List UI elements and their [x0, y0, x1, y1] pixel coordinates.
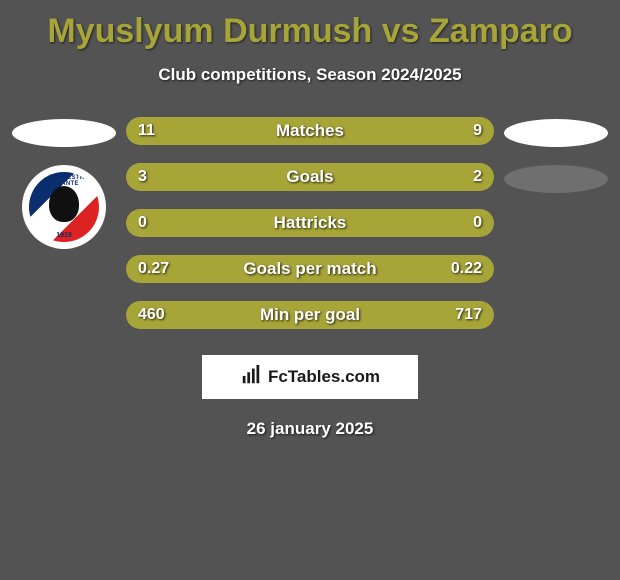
bar-left-fill — [126, 209, 310, 237]
bar-right-fill — [328, 117, 494, 145]
stat-right-value: 2 — [473, 163, 482, 191]
stat-left-value: 11 — [138, 117, 155, 145]
subtitle: Club competitions, Season 2024/2025 — [0, 65, 620, 85]
comparison-card: Myuslyum Durmush vs Zamparo Club competi… — [0, 0, 620, 580]
stat-bars: 11 Matches 9 3 Goals 2 0 Hattricks 0 — [120, 117, 500, 329]
bar-right-fill — [310, 209, 494, 237]
stat-row-hattricks: 0 Hattricks 0 — [126, 209, 494, 237]
stat-row-gpm: 0.27 Goals per match 0.22 — [126, 255, 494, 283]
left-side: U.S.D. SESTRI LEVANTE 1919 — [8, 117, 120, 249]
stat-left-value: 460 — [138, 301, 165, 329]
bar-chart-icon — [240, 364, 262, 391]
stat-right-value: 0 — [473, 209, 482, 237]
bar-left-fill — [126, 117, 328, 145]
left-club-badge: U.S.D. SESTRI LEVANTE 1919 — [22, 165, 106, 249]
right-team-ellipse-2 — [504, 165, 608, 193]
stat-right-value: 717 — [455, 301, 482, 329]
badge-year: 1919 — [29, 232, 99, 239]
stat-left-value: 0.27 — [138, 255, 169, 283]
stat-row-matches: 11 Matches 9 — [126, 117, 494, 145]
date-text: 26 january 2025 — [0, 419, 620, 439]
badge-silhouette — [49, 186, 79, 222]
stat-left-value: 3 — [138, 163, 147, 191]
badge-inner: U.S.D. SESTRI LEVANTE 1919 — [29, 172, 99, 242]
badge-top-text: U.S.D. SESTRI LEVANTE — [29, 175, 99, 187]
stat-right-value: 9 — [473, 117, 482, 145]
left-team-ellipse — [12, 119, 116, 147]
stat-left-value: 0 — [138, 209, 147, 237]
content-row: U.S.D. SESTRI LEVANTE 1919 11 Matches 9 … — [0, 117, 620, 329]
brand-box: FcTables.com — [202, 355, 418, 399]
bar-right-fill — [347, 163, 494, 191]
right-team-ellipse-1 — [504, 119, 608, 147]
stat-right-value: 0.22 — [451, 255, 482, 283]
page-title: Myuslyum Durmush vs Zamparo — [0, 12, 620, 51]
stat-row-mpg: 460 Min per goal 717 — [126, 301, 494, 329]
stat-row-goals: 3 Goals 2 — [126, 163, 494, 191]
right-side — [500, 117, 612, 193]
bar-left-fill — [126, 163, 347, 191]
brand-text: FcTables.com — [268, 367, 380, 387]
